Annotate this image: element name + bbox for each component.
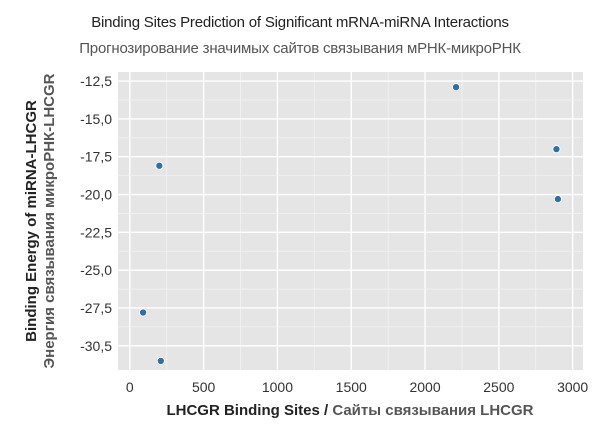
data-point [553,195,562,204]
x-tick-label: 2500 [483,379,514,395]
x-tick-label: 500 [192,379,216,395]
x-tick-label: 1500 [336,379,367,395]
y-tick-label: -22,5 [80,224,112,240]
x-axis-label-english: LHCGR Binding Sites [166,402,320,419]
chart-subtitle: Прогнозирование значимых сайтов связыван… [79,40,521,57]
y-tick-label: -12,5 [80,73,112,89]
x-tick-label: 1000 [262,379,293,395]
x-axis-label-russian: Сайты связывания LHCGR [332,402,534,419]
x-axis-label: LHCGR Binding Sites / Сайты связывания L… [120,402,580,419]
y-tick-label: -25,0 [80,262,112,278]
x-tick-label: 3000 [557,379,588,395]
chart-title: Binding Sites Prediction of Significant … [91,14,509,31]
data-point [155,161,164,170]
y-tick-label: -20,0 [80,187,112,203]
plot-background [118,72,583,370]
data-point [451,83,461,92]
data-point [552,145,561,154]
y-tick-label: -15,0 [80,111,112,127]
data-point [139,308,148,317]
x-tick-label: 2000 [409,379,440,395]
y-tick-label: -17,5 [80,149,112,165]
x-axis-label-separator: / [319,402,333,419]
x-tick-label: 0 [126,379,134,395]
y-tick-label: -27,5 [80,300,112,316]
data-point [156,356,165,365]
y-tick-label: -30,5 [80,338,112,354]
